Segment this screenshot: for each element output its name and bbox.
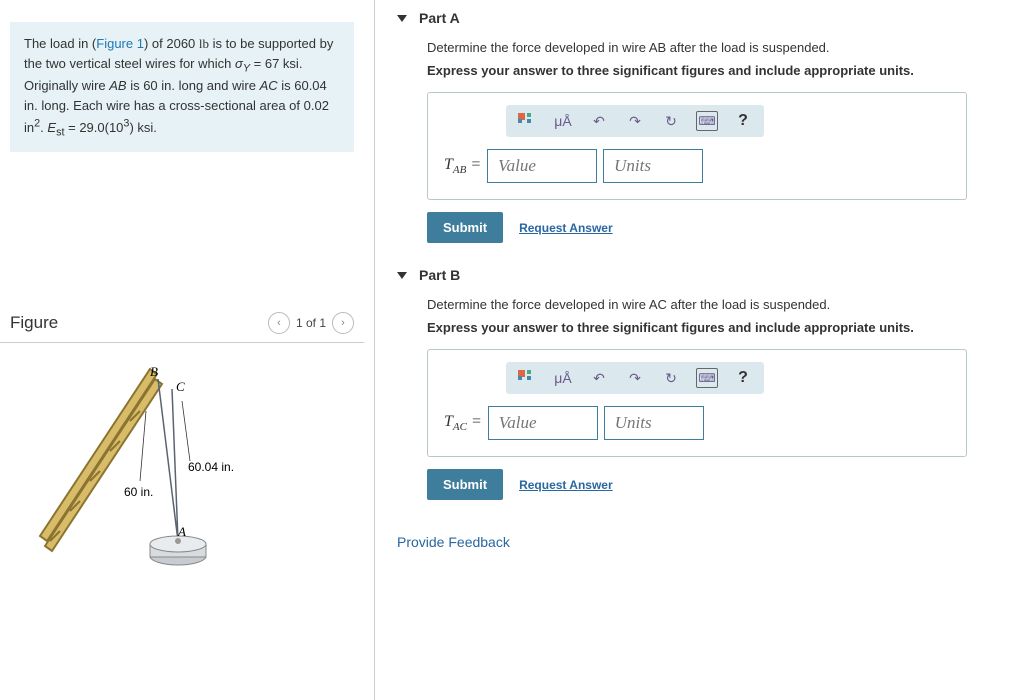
part-a-header[interactable]: Part A [397,10,1006,26]
part-a-variable: TAB = [444,156,481,176]
part-b-units-input[interactable] [604,406,704,440]
figure-prev-button[interactable]: ‹ [268,312,290,334]
caret-down-icon [397,272,407,279]
part-b-title: Part B [419,267,460,283]
part-b-value-input[interactable] [488,406,598,440]
part-b-instructions: Express your answer to three significant… [427,320,1006,335]
svg-text:60.04 in.: 60.04 in. [188,460,234,474]
part-a-units-input[interactable] [603,149,703,183]
problem-text-pre: The load in ( [24,36,96,51]
part-b-variable: TAC = [444,413,482,433]
problem-statement: The load in (Figure 1) of 2060 lb is to … [10,22,354,152]
reset-icon[interactable]: ↻ [660,111,682,131]
part-b-header[interactable]: Part B [397,267,1006,283]
figure-title: Figure [10,313,58,333]
svg-text:60 in.: 60 in. [124,485,153,499]
help-icon[interactable]: ? [732,368,754,388]
undo-icon[interactable]: ↶ [588,111,610,131]
svg-text:A: A [177,524,186,539]
figure-link[interactable]: Figure 1 [96,36,144,51]
redo-icon[interactable]: ↷ [624,368,646,388]
part-b-request-answer-link[interactable]: Request Answer [519,478,613,492]
part-a-answer-box: μÅ ↶ ↷ ↻ ⌨ ? TAB = [427,92,967,200]
reset-icon[interactable]: ↻ [660,368,682,388]
figure-counter: 1 of 1 [296,316,326,330]
units-icon[interactable]: μÅ [552,368,574,388]
part-b-submit-button[interactable]: Submit [427,469,503,500]
part-a-value-input[interactable] [487,149,597,183]
help-icon[interactable]: ? [732,111,754,131]
keyboard-icon[interactable]: ⌨ [696,368,718,388]
answer-toolbar: μÅ ↶ ↷ ↻ ⌨ ? [506,105,764,137]
figure-image: B C A 60 in. 60.04 in. [0,351,364,594]
template-icon[interactable] [516,111,538,131]
part-a-submit-button[interactable]: Submit [427,212,503,243]
part-a-question: Determine the force developed in wire AB… [427,40,1006,55]
template-icon[interactable] [516,368,538,388]
units-icon[interactable]: μÅ [552,111,574,131]
part-b-answer-box: μÅ ↶ ↷ ↻ ⌨ ? TAC = [427,349,967,457]
redo-icon[interactable]: ↷ [624,111,646,131]
figure-next-button[interactable]: › [332,312,354,334]
caret-down-icon [397,15,407,22]
svg-text:B: B [150,364,158,379]
part-a-instructions: Express your answer to three significant… [427,63,1006,78]
part-a-title: Part A [419,10,460,26]
provide-feedback-link[interactable]: Provide Feedback [397,534,510,550]
svg-text:C: C [176,379,185,394]
keyboard-icon[interactable]: ⌨ [696,111,718,131]
part-b-question: Determine the force developed in wire AC… [427,297,1006,312]
part-a-request-answer-link[interactable]: Request Answer [519,221,613,235]
undo-icon[interactable]: ↶ [588,368,610,388]
answer-toolbar: μÅ ↶ ↷ ↻ ⌨ ? [506,362,764,394]
